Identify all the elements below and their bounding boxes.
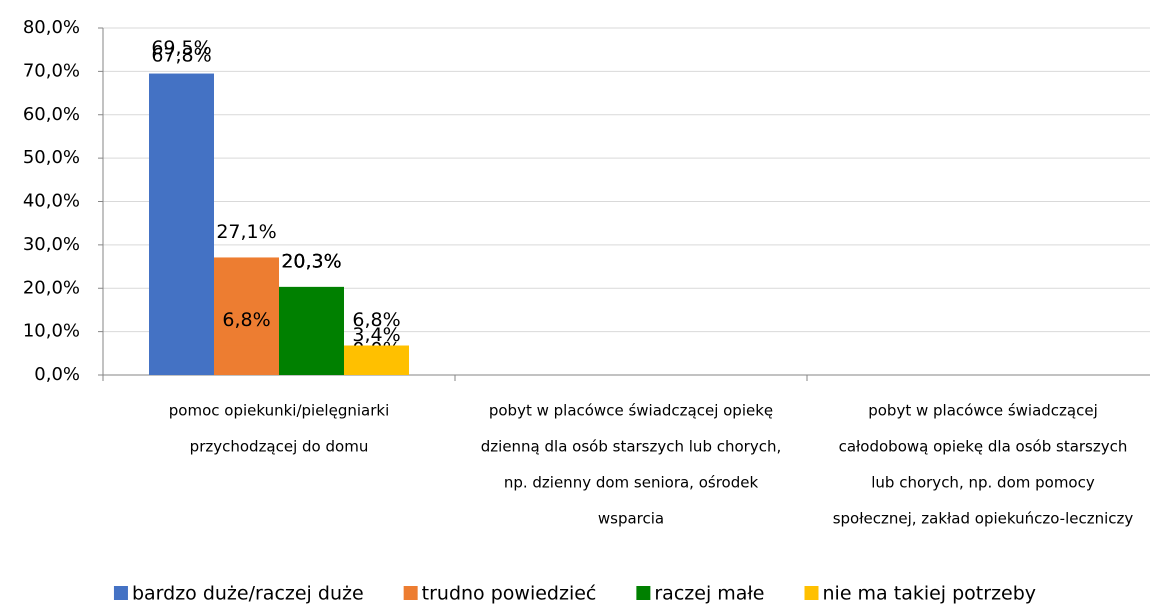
x-tick-label: całodobową opiekę dla osób starszych [839,438,1128,456]
x-tick-label: np. dzienny dom seniora, ośrodek [504,474,759,492]
legend-label: bardzo duże/raczej duże [132,583,364,605]
data-label: 20,3% [281,250,341,272]
x-tick-label: społecznej, zakład opiekuńczo-leczniczy [833,510,1134,528]
data-label: 6,8% [352,309,400,331]
y-tick-label: 40,0% [23,191,80,212]
data-label: 6,8% [222,309,270,331]
bar [344,360,409,375]
x-tick-label: dzienną dla osób starszych lub chorych, [481,438,781,456]
x-tick-label: pomoc opiekunki/pielęgniarki [169,402,389,420]
bar [214,345,279,375]
x-tick-label: przychodzącej do domu [190,438,369,456]
y-tick-label: 20,0% [23,277,80,298]
bar [279,286,344,375]
data-label: 20,3% [281,250,341,272]
legend-swatch [403,586,418,600]
y-tick-label: 0,0% [34,364,80,385]
y-tick-label: 50,0% [23,147,80,168]
data-label: 20,3% [281,250,341,272]
y-tick-label: 60,0% [23,104,80,125]
data-label: 3,4% [352,324,400,346]
data-label: 67,8% [151,44,211,66]
legend-label: raczej małe [654,583,764,605]
legend-swatch [636,586,651,600]
x-tick-label: lub chorych, np. dom pomocy [871,474,1095,492]
x-tick-label: pobyt w placówce świadczącej [868,402,1098,420]
x-tick-label: pobyt w placówce świadczącej opiekę [489,402,773,420]
legend-label: nie ma takiej potrzeby [823,583,1037,605]
y-tick-label: 80,0% [23,17,80,38]
legend-swatch [113,586,128,600]
x-tick-label: wsparcia [598,510,664,528]
y-tick-label: 10,0% [23,321,80,342]
legend-swatch [804,586,819,600]
data-label: 69,5% [151,37,211,59]
data-label: 27,1% [216,221,276,243]
y-tick-label: 30,0% [23,234,80,255]
y-tick-label: 70,0% [23,60,80,81]
bar [149,73,214,375]
legend-label: trudno powiedzieć [422,583,597,605]
